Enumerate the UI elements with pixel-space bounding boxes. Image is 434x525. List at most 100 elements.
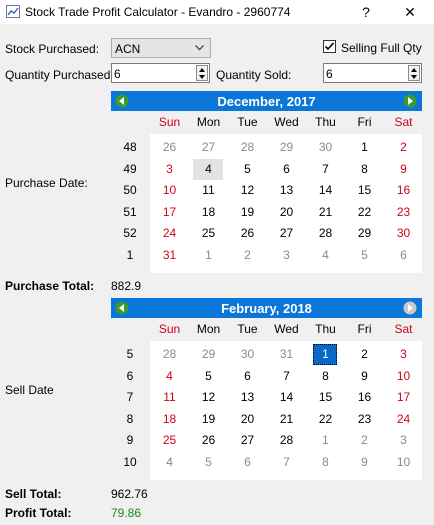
day-cell[interactable]: 6 [244,368,251,383]
day-cell[interactable]: 3 [166,161,173,176]
arrow-up-icon[interactable] [199,67,205,73]
day-cell[interactable]: 31 [162,248,177,262]
day-cell[interactable]: 14 [318,183,333,198]
day-cell[interactable]: 8 [322,368,329,383]
day-cell[interactable]: 7 [283,368,290,383]
day-cell[interactable]: 23 [396,204,411,219]
day-cell[interactable]: 21 [318,204,333,219]
day-cell[interactable]: 27 [201,140,216,154]
quantity-purchased-spin-buttons[interactable] [196,65,208,81]
day-cell[interactable]: 22 [318,411,333,426]
day-cell[interactable]: 7 [283,455,290,469]
day-cell[interactable]: 2 [361,433,368,448]
sell-date-calendar[interactable]: February, 2018 Sun Mon Tue Wed Thu Fri Sat 28 29… [111,298,422,480]
day-cell[interactable]: 4 [166,368,173,383]
prev-month-icon[interactable] [115,301,129,315]
day-cell[interactable]: 12 [201,390,216,405]
next-month-disabled-icon[interactable] [403,301,417,315]
day-cell[interactable]: 16 [396,183,411,198]
prev-month-icon[interactable] [115,94,129,108]
purchase-date-calendar[interactable]: December, 2017 Sun Mon Tue Wed Thu Fri Sat 26 27… [111,91,422,273]
day-cell[interactable]: 5 [244,161,251,176]
day-cell[interactable]: 27 [240,433,255,448]
day-cell[interactable]: 28 [240,140,255,154]
stock-select[interactable]: ACN [111,38,211,58]
quantity-sold-stepper[interactable]: 6 [323,63,422,83]
day-cell[interactable]: 5 [361,248,368,262]
quantity-purchased-stepper[interactable]: 6 [111,63,210,83]
day-cell[interactable]: 17 [162,204,177,219]
day-cell[interactable]: 3 [400,433,407,448]
day-cell[interactable]: 25 [201,226,216,241]
day-cell[interactable]: 28 [279,433,294,448]
day-cell[interactable]: 4 [322,248,329,262]
help-button[interactable]: ? [362,4,370,20]
day-cell[interactable]: 20 [240,411,255,426]
day-cell[interactable]: 29 [201,347,216,361]
day-cell[interactable]: 19 [201,411,216,426]
day-cell[interactable]: 13 [240,390,255,405]
day-cell[interactable]: 26 [201,433,216,448]
selected-day-cell[interactable]: 1 [322,347,329,361]
day-cell[interactable]: 18 [162,411,177,426]
day-cell[interactable]: 10 [396,455,411,469]
day-cell[interactable]: 22 [357,204,372,219]
day-cell[interactable]: 6 [283,161,290,176]
quantity-sold-spin-buttons[interactable] [408,65,420,81]
day-cell[interactable]: 3 [283,248,290,262]
day-cell[interactable]: 21 [279,411,294,426]
day-cell[interactable]: 13 [279,183,294,198]
day-cell[interactable]: 5 [205,455,212,469]
day-cell[interactable]: 9 [400,161,407,176]
day-cell[interactable]: 18 [201,204,216,219]
day-cell[interactable]: 3 [400,347,407,361]
selling-full-qty-checkbox[interactable] [323,40,336,53]
day-cell[interactable]: 23 [357,411,372,426]
day-cell[interactable]: 11 [163,390,176,405]
day-cell[interactable]: 11 [202,183,215,198]
day-cell[interactable]: 14 [279,390,294,405]
day-cell[interactable]: 15 [357,183,372,198]
day-cell[interactable]: 2 [244,248,251,262]
day-cell[interactable]: 5 [205,368,212,383]
day-cell[interactable]: 9 [361,368,368,383]
day-cell[interactable]: 4 [166,455,173,469]
next-month-icon[interactable] [403,94,417,108]
day-cell[interactable]: 1 [205,248,212,262]
day-cell[interactable]: 15 [318,390,333,405]
day-cell[interactable]: 30 [240,347,255,361]
day-cell[interactable]: 6 [400,248,407,262]
day-cell[interactable]: 12 [240,183,255,198]
day-cell[interactable]: 16 [357,390,372,405]
day-cell[interactable]: 2 [400,140,407,154]
day-cell[interactable]: 2 [361,347,368,361]
day-cell[interactable]: 9 [361,455,368,469]
day-cell[interactable]: 17 [396,390,411,405]
day-cell[interactable]: 1 [322,433,329,448]
arrow-down-icon[interactable] [199,74,205,80]
day-cell[interactable]: 10 [162,183,177,198]
day-cell[interactable]: 28 [318,226,333,241]
day-cell[interactable]: 25 [162,433,177,448]
day-cell[interactable]: 7 [322,161,329,176]
day-cell[interactable]: 8 [361,161,368,176]
day-cell[interactable]: 19 [240,204,255,219]
day-cell[interactable]: 26 [240,226,255,241]
day-cell[interactable]: 26 [162,140,177,154]
arrow-down-icon[interactable] [411,74,417,80]
arrow-up-icon[interactable] [411,67,417,73]
day-cell[interactable]: 4 [205,161,212,176]
day-cell[interactable]: 24 [162,226,177,241]
day-cell[interactable]: 10 [396,368,411,383]
day-cell[interactable]: 24 [396,411,411,426]
day-cell[interactable]: 20 [279,204,294,219]
day-cell[interactable]: 1 [361,140,368,154]
day-cell[interactable]: 27 [279,226,294,241]
day-cell[interactable]: 29 [357,226,372,241]
day-cell[interactable]: 8 [322,455,329,469]
day-cell[interactable]: 30 [318,140,333,154]
day-cell[interactable]: 31 [279,347,294,361]
day-cell[interactable]: 30 [396,226,411,241]
day-cell[interactable]: 28 [162,347,177,361]
day-cell[interactable]: 29 [279,140,294,154]
